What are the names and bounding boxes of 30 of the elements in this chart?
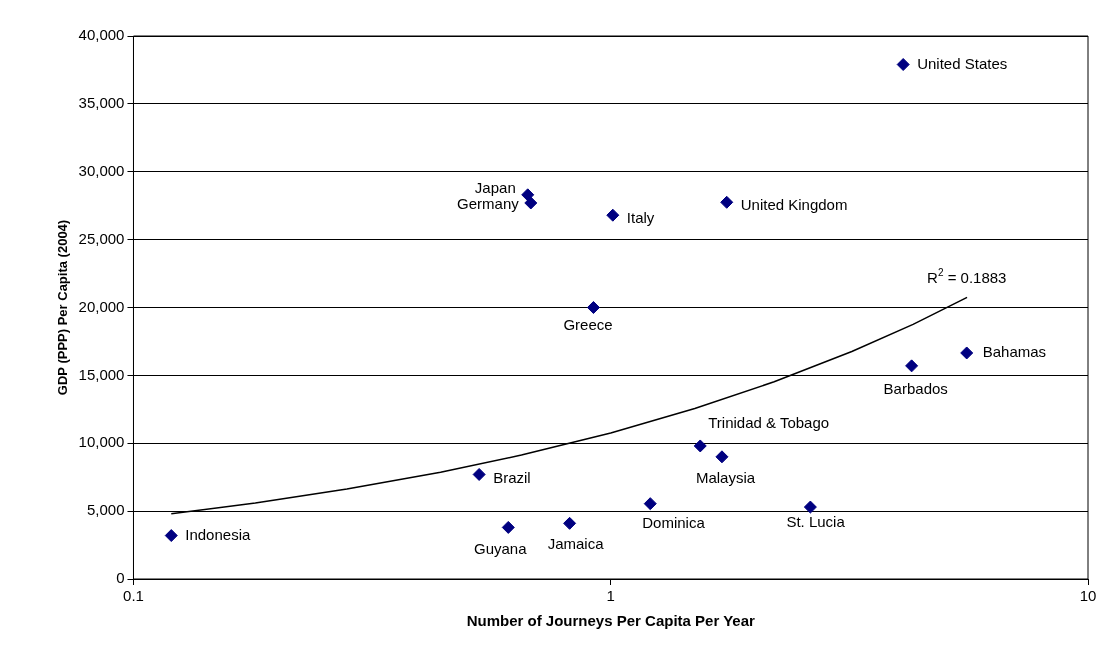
annotation: Germany [457,195,520,213]
annotation: Guyana [474,539,528,557]
annotation: Malaysia [695,468,756,486]
annotation: Trinidad & Tobago [708,414,830,432]
annotation: Greece [563,315,613,333]
y-tick-label: 0 [116,569,125,587]
y-tick-label: 40,000 [78,26,125,44]
annotation: St. Lucia [786,513,846,531]
annotation: Italy [626,209,655,227]
y-tick-label: 20,000 [78,297,125,315]
annotation: Indonesia [185,525,251,543]
annotation: Barbados [883,380,948,398]
annotation: Bahamas [982,343,1047,361]
annotation: Brazil [493,468,531,486]
annotation: United States [917,54,1008,72]
y-tick-label: 5,000 [86,501,125,519]
annotation: Japan [474,178,516,196]
y-axis-title: GDP (PPP) Per Capita (2004) [55,219,71,396]
y-tick-label: 15,000 [78,365,125,383]
x-tick-label: 10 [1079,587,1097,605]
x-tick-label: 1 [606,587,615,605]
y-tick-label: 30,000 [78,161,125,179]
y-tick-label: 10,000 [78,433,125,451]
x-axis-title: Number of Journeys Per Capita Per Year [466,612,755,630]
x-tick-label: 0.1 [123,587,144,605]
y-tick-label: 35,000 [78,94,125,112]
y-tick-label: 25,000 [78,229,125,247]
annotation: Dominica [642,513,706,531]
annotation: Jamaica [547,535,605,553]
annotation: United Kingdom [740,196,848,214]
